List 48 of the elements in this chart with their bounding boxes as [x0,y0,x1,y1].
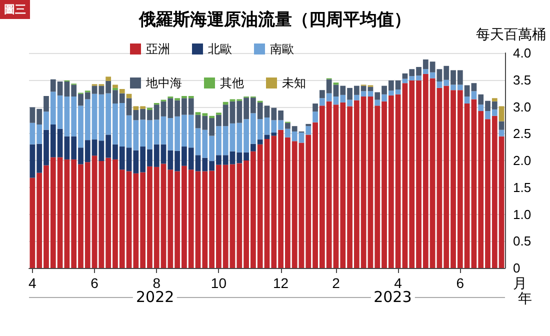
y-tick-label: 1.0 [513,206,532,222]
y-tick-label: 2.0 [513,153,532,168]
bar [312,104,318,112]
x-tick-label: 8 [152,275,161,291]
bar [478,104,484,112]
text: 圖三 [0,0,30,19]
bar [464,96,470,104]
bar [492,98,498,102]
bar [471,91,477,100]
y-tick-label: 4.0 [513,46,532,60]
bar [112,84,118,88]
bar [471,83,477,92]
legend-label: 地中海 [145,76,182,90]
legend-label: 其他 [220,76,244,90]
bar [464,85,470,97]
y-tick-label: 1.5 [513,180,532,195]
bar [498,130,504,136]
bar [209,116,214,118]
y-tick-label: 0 [513,260,520,276]
bar [306,124,312,126]
text: 2022 [133,288,178,306]
y-tick-label: 3.0 [513,99,532,114]
bar [312,112,318,122]
y-axis-title: 每天百萬桶 [476,26,546,44]
x-tick-label: 4 [28,275,37,291]
legend-label: 北歐 [208,42,232,56]
x-tick-label: 10 [210,275,227,291]
chart-title: 俄羅斯海運原油流量（四周平均值） [138,10,411,29]
bar [498,121,504,130]
bar [106,76,112,81]
x-axis-title: 月 [513,275,527,291]
text: 2023 [370,288,415,306]
legend-label: 亞洲 [146,42,170,56]
x-tick-label: 4 [394,275,402,291]
text: 年 [518,290,532,308]
bar [112,88,118,90]
x-tick-label: 2 [332,275,340,291]
x-tick-label: 12 [273,275,289,291]
y-tick-label: 2.5 [513,126,532,142]
bar [222,102,228,105]
legend-label: 未知 [282,76,306,90]
legend-label: 南歐 [270,42,294,56]
y-tick-label: 0.5 [513,234,532,249]
bar [119,89,125,94]
y-tick-label: 3.5 [513,72,532,88]
bar [498,106,504,122]
x-tick-label: 6 [456,275,464,291]
x-tick-label: 6 [90,275,99,291]
